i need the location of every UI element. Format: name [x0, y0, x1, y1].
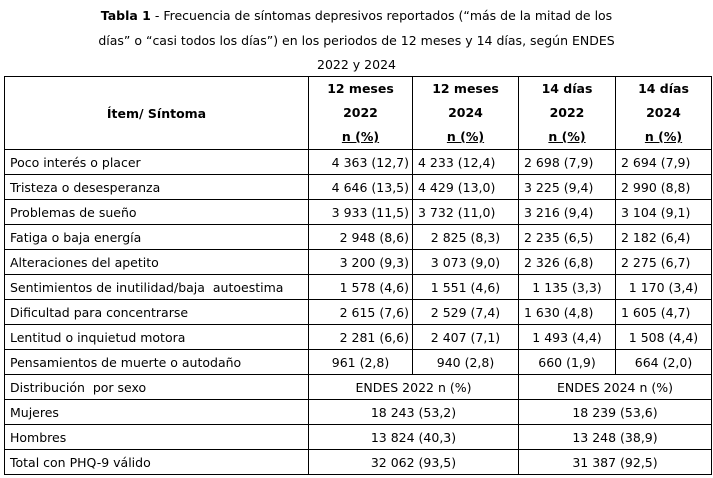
cell-value: 18 243 (53,2) — [308, 399, 519, 425]
header-year: 2022 — [549, 105, 585, 120]
table-row: Sentimientos de inutilidad/baja autoesti… — [4, 274, 712, 300]
cell-value: 1 493 (4,4) — [518, 324, 616, 350]
cell-value: 32 062 (93,5) — [308, 449, 519, 475]
header-year: 2022 — [343, 105, 378, 120]
row-label: Hombres — [4, 424, 309, 450]
row-label: Alteraciones del apetito — [4, 249, 309, 275]
cell-value: 961 (2,8) — [308, 349, 413, 375]
table-row: Lentitud o inquietud motora 2 281 (6,6) … — [4, 324, 712, 350]
table-caption: Tabla 1 - Frecuencia de síntomas depresi… — [0, 4, 713, 78]
cell-value: 2 948 (8,6) — [308, 224, 413, 250]
row-label: Sentimientos de inutilidad/baja autoesti… — [4, 274, 309, 300]
distribution-label: Distribución por sexo — [4, 374, 309, 400]
cell-value: 2 407 (7,1) — [412, 324, 519, 350]
cell-value: 4 646 (13,5) — [308, 174, 413, 200]
row-label: Pensamientos de muerte o autodaño — [4, 349, 309, 375]
cell-value: 13 248 (38,9) — [518, 424, 712, 450]
header-col-1: 12 meses 2022 n (%) — [308, 76, 413, 150]
cell-value: 2 825 (8,3) — [412, 224, 519, 250]
cell-value: 1 135 (3,3) — [518, 274, 616, 300]
row-label: Fatiga o baja energía — [4, 224, 309, 250]
table-row: Pensamientos de muerte o autodaño 961 (2… — [4, 349, 712, 375]
symptom-table: Ítem/ Síntoma 12 meses 2022 n (%) 12 mes… — [4, 76, 712, 475]
distribution-col-2022: ENDES 2022 n (%) — [308, 374, 519, 400]
table-row: Tristeza o desesperanza 4 646 (13,5) 4 4… — [4, 174, 712, 200]
cell-value: 1 508 (4,4) — [615, 324, 712, 350]
header-period: 12 meses — [327, 81, 394, 96]
cell-value: 660 (1,9) — [518, 349, 616, 375]
cell-value: 2 275 (6,7) — [615, 249, 712, 275]
table-row: Hombres 13 824 (40,3) 13 248 (38,9) — [4, 424, 712, 450]
row-label: Lentitud o inquietud motora — [4, 324, 309, 350]
cell-value: 4 429 (13,0) — [412, 174, 519, 200]
cell-value: 3 225 (9,4) — [518, 174, 616, 200]
cell-value: 13 824 (40,3) — [308, 424, 519, 450]
row-label: Total con PHQ-9 válido — [4, 449, 309, 475]
header-item: Ítem/ Síntoma — [4, 76, 309, 150]
header-row: Ítem/ Síntoma 12 meses 2022 n (%) 12 mes… — [4, 76, 712, 150]
cell-value: 3 104 (9,1) — [615, 199, 712, 225]
cell-value: 2 326 (6,8) — [518, 249, 616, 275]
cell-value: 1 605 (4,7) — [615, 299, 712, 325]
table-row: Mujeres 18 243 (53,2) 18 239 (53,6) — [4, 399, 712, 425]
header-unit: n (%) — [341, 129, 380, 144]
cell-value: 3 933 (11,5) — [308, 199, 413, 225]
row-label: Dificultad para concentrarse — [4, 299, 309, 325]
cell-value: 2 529 (7,4) — [412, 299, 519, 325]
caption-line-3: 2022 y 2024 — [317, 57, 396, 72]
header-year: 2024 — [646, 105, 681, 120]
caption-label: Tabla 1 — [100, 8, 151, 23]
cell-value: 2 615 (7,6) — [308, 299, 413, 325]
table-row: Alteraciones del apetito 3 200 (9,3) 3 0… — [4, 249, 712, 275]
caption-line-1: Tabla 1 - Frecuencia de síntomas depresi… — [0, 4, 713, 29]
header-period: 12 meses — [432, 81, 499, 96]
header-col-2: 12 meses 2024 n (%) — [412, 76, 519, 150]
header-period: 14 días — [638, 81, 689, 96]
table-row: Dificultad para concentrarse 2 615 (7,6)… — [4, 299, 712, 325]
table-row: Poco interés o placer 4 363 (12,7) 4 233… — [4, 149, 712, 175]
row-label: Problemas de sueño — [4, 199, 309, 225]
row-label: Tristeza o desesperanza — [4, 174, 309, 200]
cell-value: 2 694 (7,9) — [615, 149, 712, 175]
cell-value: 664 (2,0) — [615, 349, 712, 375]
cell-value: 1 551 (4,6) — [412, 274, 519, 300]
cell-value: 2 182 (6,4) — [615, 224, 712, 250]
header-year: 2024 — [448, 105, 483, 120]
cell-value: 3 732 (11,0) — [412, 199, 519, 225]
cell-value: 18 239 (53,6) — [518, 399, 712, 425]
header-unit: n (%) — [446, 129, 485, 144]
distribution-col-2024: ENDES 2024 n (%) — [518, 374, 712, 400]
header-col-4: 14 días 2024 n (%) — [615, 76, 712, 150]
cell-value: 4 363 (12,7) — [308, 149, 413, 175]
cell-value: 2 235 (6,5) — [518, 224, 616, 250]
header-period: 14 días — [541, 81, 593, 96]
cell-value: 3 073 (9,0) — [412, 249, 519, 275]
header-unit: n (%) — [548, 129, 586, 144]
header-col-3: 14 días 2022 n (%) — [518, 76, 616, 150]
distribution-header-row: Distribución por sexo ENDES 2022 n (%) E… — [4, 374, 712, 400]
row-label: Poco interés o placer — [4, 149, 309, 175]
cell-value: 2 990 (8,8) — [615, 174, 712, 200]
table-row: Total con PHQ-9 válido 32 062 (93,5) 31 … — [4, 449, 712, 475]
table-row: Problemas de sueño 3 933 (11,5) 3 732 (1… — [4, 199, 712, 225]
caption-line-2: días” o “casi todos los días”) en los pe… — [98, 32, 615, 48]
cell-value: 31 387 (92,5) — [518, 449, 712, 475]
cell-value: 1 170 (3,4) — [615, 274, 712, 300]
header-unit: n (%) — [644, 129, 683, 144]
cell-value: 2 281 (6,6) — [308, 324, 413, 350]
cell-value: 3 200 (9,3) — [308, 249, 413, 275]
caption-text-1: - Frecuencia de síntomas depresivos repo… — [150, 8, 613, 23]
cell-value: 1 630 (4,8) — [518, 299, 616, 325]
row-label: Mujeres — [4, 399, 309, 425]
cell-value: 2 698 (7,9) — [518, 149, 616, 175]
cell-value: 1 578 (4,6) — [308, 274, 413, 300]
cell-value: 4 233 (12,4) — [412, 149, 519, 175]
cell-value: 940 (2,8) — [412, 349, 519, 375]
cell-value: 3 216 (9,4) — [518, 199, 616, 225]
table-row: Fatiga o baja energía 2 948 (8,6) 2 825 … — [4, 224, 712, 250]
